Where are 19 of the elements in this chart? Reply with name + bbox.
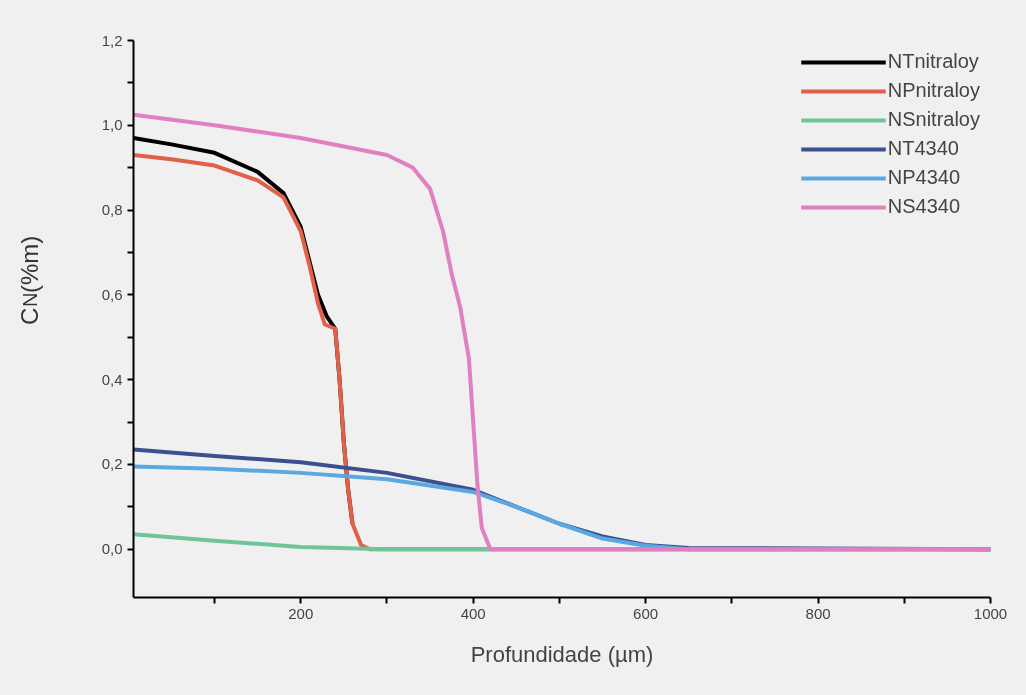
y-tick-label: 0,8 bbox=[101, 201, 123, 219]
legend-label: NSnitraloy bbox=[887, 108, 980, 131]
y-tick-label: 0,6 bbox=[101, 285, 123, 303]
y-tick-label: 0,2 bbox=[101, 455, 123, 473]
legend-label: NT4340 bbox=[887, 137, 959, 160]
x-tick-label: 600 bbox=[633, 604, 659, 622]
legend-label: NP4340 bbox=[887, 166, 961, 189]
x-tick-label: 400 bbox=[460, 604, 486, 622]
legend-label: NTnitraloy bbox=[887, 50, 979, 73]
y-tick-label: 1,2 bbox=[101, 31, 123, 49]
legend-label: NPnitraloy bbox=[887, 79, 980, 102]
y-tick-label: 0,4 bbox=[101, 370, 123, 388]
y-tick-label: 1,0 bbox=[101, 116, 123, 134]
x-tick-label: 1000 bbox=[973, 604, 1008, 622]
x-tick-label: 200 bbox=[288, 604, 314, 622]
legend-label: NS4340 bbox=[887, 195, 961, 218]
x-tick-label: 800 bbox=[805, 604, 831, 622]
x-axis-title: Profundidade (µm) bbox=[470, 641, 654, 667]
y-tick-label: 0,0 bbox=[101, 540, 123, 558]
